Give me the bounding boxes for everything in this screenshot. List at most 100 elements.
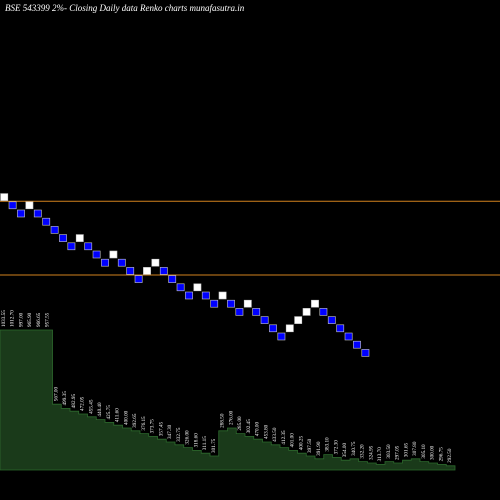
volume-label: 307.80: [412, 441, 418, 456]
renko-brick-down: [260, 316, 269, 324]
renko-brick-up: [151, 258, 160, 267]
volume-label: 332.75: [176, 427, 182, 442]
volume-label: 997.00: [18, 312, 24, 327]
volume-label: 400.00: [123, 410, 129, 425]
volume-label: 311.15: [202, 436, 208, 450]
volume-label: 373.75: [150, 419, 156, 434]
volume-label: 391.90: [316, 441, 322, 456]
renko-brick-up: [75, 234, 84, 242]
renko-bricks: [0, 193, 370, 357]
renko-brick-up: [193, 283, 202, 292]
volume-label: 285.00: [237, 416, 243, 431]
volume-series: [0, 329, 456, 471]
volume-label: 276.00: [228, 410, 234, 425]
volume-label: 453.80: [263, 424, 269, 439]
volume-label: 957.55: [45, 312, 51, 327]
renko-brick-down: [8, 201, 17, 210]
volume-label: 301.65: [403, 443, 409, 458]
volume-label: 332.20: [360, 444, 366, 459]
renko-brick-down: [235, 308, 244, 316]
volume-label: 397.50: [307, 438, 313, 453]
renko-brick-down: [210, 299, 219, 308]
volume-label: 347.30: [167, 424, 173, 439]
volume-label: 354.00: [342, 443, 348, 458]
renko-brick-down: [126, 267, 135, 275]
renko-brick-down: [101, 258, 109, 267]
volume-label: 440.40: [97, 402, 103, 417]
renko-brick-down: [159, 267, 168, 275]
renko-brick-up: [143, 267, 151, 275]
volume-label: 300.00: [430, 445, 436, 460]
renko-brick-down: [252, 308, 261, 316]
volume-label: 305.10: [421, 444, 427, 459]
renko-brick-down: [353, 340, 361, 349]
volume-label: 303.50: [386, 444, 392, 459]
volume-area: 1033.55 1012.70 997.00 965.90 966.65 957.55 56…: [0, 310, 456, 471]
volume-label: 383.10: [325, 437, 331, 452]
volume-label: 392.65: [132, 413, 138, 428]
volume-label: 296.75: [438, 447, 444, 462]
volume-label: 470.00: [255, 422, 261, 437]
volume-label: 401.00: [290, 433, 296, 448]
chart-title: BSE 543399 2%- Closing Daily data Renko …: [5, 3, 245, 13]
volume-label: 400.25: [298, 436, 304, 451]
volume-label: 297.05: [395, 445, 401, 460]
volume-label: 301.75: [211, 438, 217, 453]
volume-label: 455.45: [88, 399, 94, 414]
renko-brick-down: [67, 242, 76, 251]
volume-label: 324.95: [368, 445, 374, 460]
volume-label: 411.60: [115, 408, 121, 422]
volume-label: 567.00: [53, 387, 59, 402]
renko-brick-up: [25, 201, 34, 210]
renko-brick-down: [50, 226, 59, 234]
renko-brick-up: [109, 250, 118, 259]
renko-brick-down: [59, 234, 67, 242]
volume-label: 340.75: [351, 441, 357, 456]
renko-brick-down: [319, 308, 328, 316]
renko-brick-up: [218, 291, 227, 300]
renko-brick-down: [185, 291, 193, 300]
renko-brick-down: [84, 242, 93, 251]
renko-brick-up: [0, 193, 9, 201]
volume-label: 1033.55: [1, 310, 7, 327]
volume-label: 1012.70: [10, 310, 16, 327]
renko-brick-down: [327, 316, 336, 324]
volume-label: 499.35: [62, 391, 68, 406]
renko-brick-down: [168, 275, 177, 283]
reference-lines: [0, 200, 500, 276]
renko-brick-down: [344, 332, 353, 341]
volume-label: 425.75: [106, 405, 112, 420]
volume-label: 472.05: [80, 396, 86, 411]
renko-brick-down: [17, 209, 25, 218]
renko-brick-down: [361, 349, 370, 357]
renko-brick-down: [277, 332, 286, 341]
renko-brick-down: [176, 283, 185, 292]
volume-label: 313.70: [377, 447, 383, 462]
renko-brick-down: [134, 275, 143, 283]
renko-brick-up: [294, 316, 303, 324]
renko-brick-down: [269, 324, 277, 333]
volume-label: 326.00: [185, 430, 191, 445]
renko-brick-down: [33, 209, 42, 218]
volume-label: 433.50: [272, 427, 278, 442]
renko-brick-down: [336, 324, 345, 333]
volume-label: 376.15: [141, 416, 147, 431]
volume-label: 288.50: [220, 413, 226, 428]
volume-label: 482.95: [71, 394, 77, 409]
renko-brick-up: [285, 324, 294, 333]
volume-label: 357.45: [158, 422, 164, 437]
renko-brick-up: [311, 299, 319, 308]
volume-label: 965.90: [27, 312, 33, 327]
renko-brick-down: [42, 217, 51, 226]
volume-label: 292.50: [447, 448, 453, 463]
renko-brick-down: [92, 250, 101, 259]
renko-brick-down: [227, 299, 235, 308]
volume-label: 318.60: [193, 433, 199, 448]
renko-brick-up: [243, 299, 252, 308]
volume-label: 412.35: [281, 430, 287, 445]
volume-label: 302.45: [246, 419, 252, 434]
renko-brick-up: [302, 308, 311, 316]
renko-brick-down: [117, 258, 126, 267]
volume-label: 966.65: [36, 312, 42, 327]
